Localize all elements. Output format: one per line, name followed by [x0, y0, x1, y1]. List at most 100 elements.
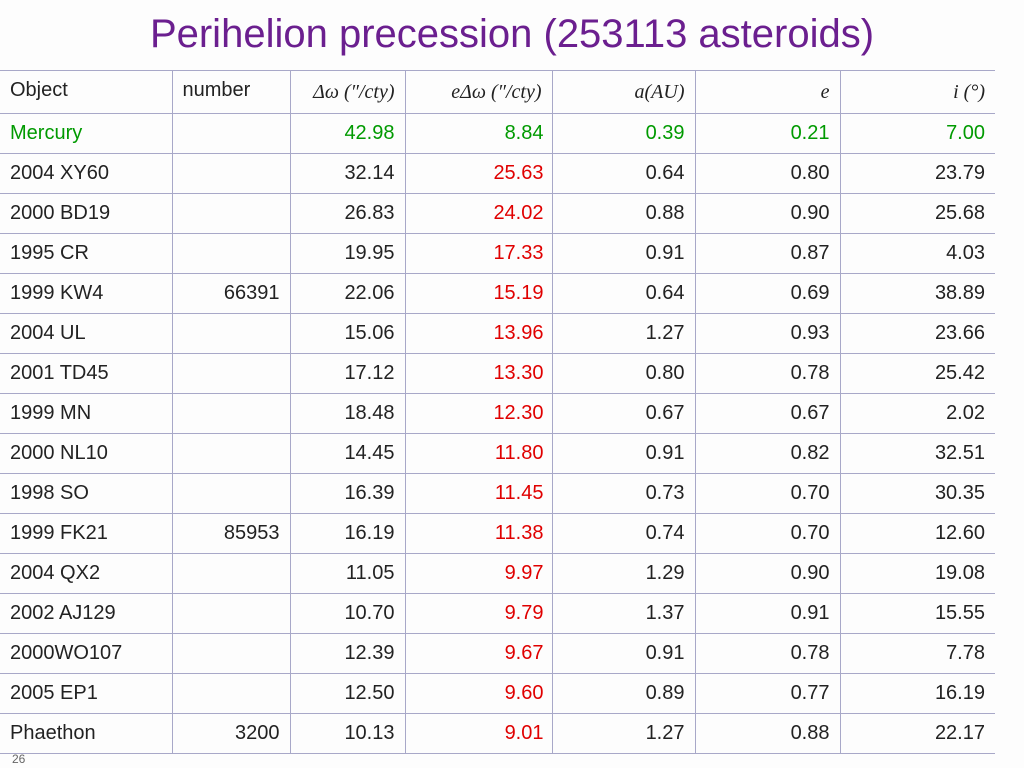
table-cell: 0.91 [551, 633, 695, 674]
table-cell: 0.91 [694, 593, 840, 634]
column-header: number [171, 70, 290, 114]
table-cell: 2000 BD19 [0, 193, 172, 234]
table-cell: 0.67 [694, 393, 840, 434]
table-cell: 4.03 [839, 233, 995, 274]
table-cell: 0.93 [694, 313, 840, 354]
table-cell: 14.45 [289, 433, 405, 474]
table-cell: 0.87 [694, 233, 840, 274]
table-cell: 11.38 [404, 513, 552, 554]
table-cell: 0.88 [694, 713, 840, 754]
table-cell: 12.50 [289, 673, 405, 714]
table-cell: 0.89 [551, 673, 695, 714]
table-cell: 15.55 [839, 593, 995, 634]
table-cell [171, 473, 290, 514]
table-cell: 0.90 [694, 193, 840, 234]
column-header: eΔω (″/cty) [404, 70, 552, 114]
table-cell: 2000WO107 [0, 633, 172, 674]
table-cell: 1.29 [551, 553, 695, 594]
table-cell: 1.27 [551, 713, 695, 754]
table-cell: 2002 AJ129 [0, 593, 172, 634]
column-header: Object [0, 70, 172, 114]
table-cell: 1.37 [551, 593, 695, 634]
table-cell: 0.64 [551, 153, 695, 194]
table-cell: 18.48 [289, 393, 405, 434]
table-cell: 25.63 [404, 153, 552, 194]
table-cell [171, 553, 290, 594]
table-cell: 23.79 [839, 153, 995, 194]
table-cell: 1998 SO [0, 473, 172, 514]
table-cell: 19.95 [289, 233, 405, 274]
table-cell: 7.00 [839, 113, 995, 154]
table-cell [171, 593, 290, 634]
table-row: 2000 NL10 14.45 11.80 0.91 0.82 32.51 [0, 433, 995, 474]
table-body: Mercury 42.98 8.84 0.39 0.21 7.00 2004 XY60 32.… [0, 113, 995, 754]
table-cell: 16.39 [289, 473, 405, 514]
table-cell: 0.78 [694, 353, 840, 394]
column-header: e [694, 70, 840, 114]
table-cell: 13.30 [404, 353, 552, 394]
table-cell: Mercury [0, 113, 172, 154]
table-cell: 2.02 [839, 393, 995, 434]
table-cell [171, 633, 290, 674]
table-cell [171, 233, 290, 274]
table-cell: 0.77 [694, 673, 840, 714]
table-cell: 0.80 [694, 153, 840, 194]
table-cell: 22.17 [839, 713, 995, 754]
table-cell: 11.05 [289, 553, 405, 594]
table-row: 2001 TD45 17.12 13.30 0.80 0.78 25.42 [0, 353, 995, 394]
table-cell: 30.35 [839, 473, 995, 514]
table-row: 1999 FK21 85953 16.19 11.38 0.74 0.70 12.60 [0, 513, 995, 554]
table-cell: 9.67 [404, 633, 552, 674]
table-cell: 0.82 [694, 433, 840, 474]
column-header: Δω (″/cty) [289, 70, 405, 114]
table-row: 2004 UL 15.06 13.96 1.27 0.93 23.66 [0, 313, 995, 354]
table-cell: 38.89 [839, 273, 995, 314]
table-cell: 32.14 [289, 153, 405, 194]
table-cell: 1995 CR [0, 233, 172, 274]
table-cell: 2004 UL [0, 313, 172, 354]
table-cell: 12.39 [289, 633, 405, 674]
table-cell: 23.66 [839, 313, 995, 354]
table-row: 2000WO107 12.39 9.67 0.91 0.78 7.78 [0, 633, 995, 674]
table-cell: 26.83 [289, 193, 405, 234]
table-row: 2000 BD19 26.83 24.02 0.88 0.90 25.68 [0, 193, 995, 234]
column-header: a(AU) [551, 70, 695, 114]
table-row: Mercury 42.98 8.84 0.39 0.21 7.00 [0, 113, 995, 154]
table-cell: 9.79 [404, 593, 552, 634]
table-cell: 11.45 [404, 473, 552, 514]
table-cell: 7.78 [839, 633, 995, 674]
table-row: 1999 MN 18.48 12.30 0.67 0.67 2.02 [0, 393, 995, 434]
table-cell: 0.64 [551, 273, 695, 314]
table-cell: 0.90 [694, 553, 840, 594]
table-cell: 17.12 [289, 353, 405, 394]
table-row: Phaethon 3200 10.13 9.01 1.27 0.88 22.17 [0, 713, 995, 754]
table-cell: 42.98 [289, 113, 405, 154]
table-cell: 0.69 [694, 273, 840, 314]
table-cell: 2005 EP1 [0, 673, 172, 714]
table-cell: 0.80 [551, 353, 695, 394]
table-cell: 2004 XY60 [0, 153, 172, 194]
table-cell: 12.30 [404, 393, 552, 434]
table-cell [171, 153, 290, 194]
table-cell: 0.73 [551, 473, 695, 514]
table-cell: 11.80 [404, 433, 552, 474]
table-cell: Phaethon [0, 713, 172, 754]
table-cell: 1.27 [551, 313, 695, 354]
table-cell: 1999 FK21 [0, 513, 172, 554]
table-cell: 1999 MN [0, 393, 172, 434]
table-row: 1995 CR 19.95 17.33 0.91 0.87 4.03 [0, 233, 995, 274]
table-cell [171, 193, 290, 234]
table-cell: 19.08 [839, 553, 995, 594]
table-row: 1999 KW4 66391 22.06 15.19 0.64 0.69 38.89 [0, 273, 995, 314]
table-cell: 2001 TD45 [0, 353, 172, 394]
table-cell: 32.51 [839, 433, 995, 474]
table-cell: 0.70 [694, 513, 840, 554]
table-cell: 0.67 [551, 393, 695, 434]
table-cell: 0.74 [551, 513, 695, 554]
table-cell: 12.60 [839, 513, 995, 554]
table-row: 2002 AJ129 10.70 9.79 1.37 0.91 15.55 [0, 593, 995, 634]
table-cell: 15.19 [404, 273, 552, 314]
table-cell: 15.06 [289, 313, 405, 354]
table-row: 2004 QX2 11.05 9.97 1.29 0.90 19.08 [0, 553, 995, 594]
